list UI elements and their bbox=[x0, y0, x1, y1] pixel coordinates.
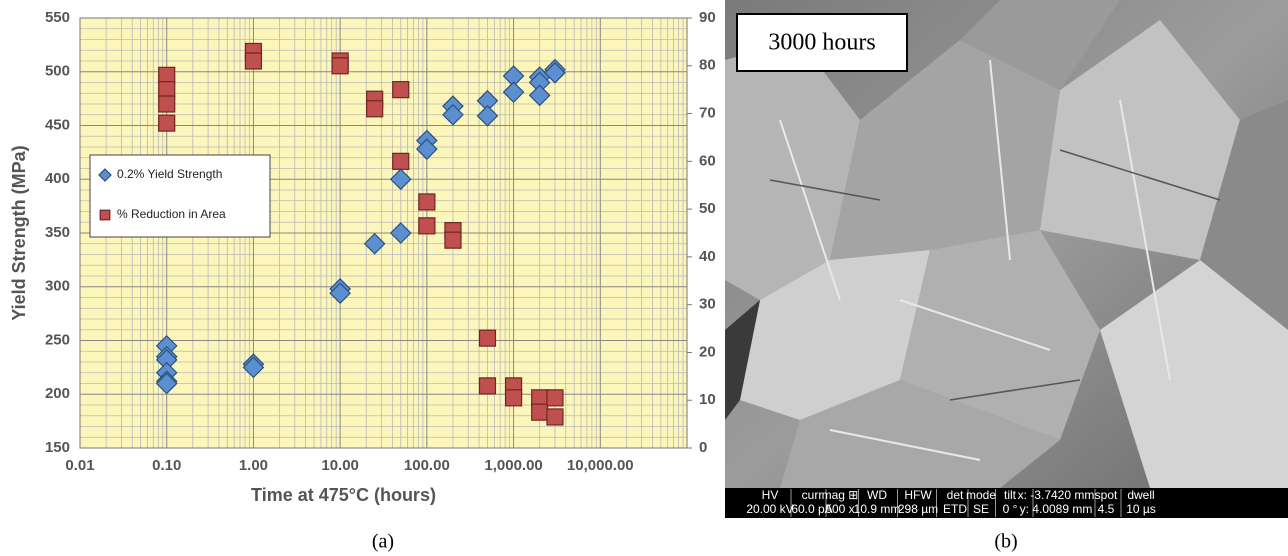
point bbox=[158, 66, 176, 84]
sem-image: 3000 hours bbox=[725, 0, 1288, 518]
info-value: 298 µm bbox=[898, 502, 938, 516]
caption: (a) bbox=[372, 531, 394, 553]
legend-marker bbox=[99, 209, 111, 221]
info-value: 4.5 bbox=[1098, 502, 1115, 516]
info-label: curr bbox=[802, 488, 823, 502]
info-label: det bbox=[947, 488, 964, 502]
y2-tick-label: 90 bbox=[699, 9, 716, 26]
x-axis-label: Time at 475°C (hours) bbox=[251, 485, 436, 505]
y2-tick-label: 40 bbox=[699, 248, 716, 265]
x-tick-label: 0.01 bbox=[65, 457, 94, 474]
point bbox=[502, 81, 525, 104]
point bbox=[476, 104, 499, 127]
info-label: tilt bbox=[1004, 488, 1017, 502]
point bbox=[478, 329, 497, 347]
y2-tick-label: 50 bbox=[699, 200, 716, 217]
point bbox=[331, 57, 349, 75]
point bbox=[392, 81, 410, 99]
point bbox=[158, 95, 176, 113]
point bbox=[158, 81, 176, 99]
point bbox=[416, 138, 438, 160]
x-tick-label: 10.00 bbox=[321, 457, 359, 474]
point bbox=[155, 372, 178, 395]
info-label: mag ⊞ bbox=[822, 488, 859, 502]
y2-tick-label: 0 bbox=[699, 439, 707, 456]
point bbox=[544, 61, 566, 84]
y2-tick-label: 10 bbox=[699, 391, 716, 408]
x-tick-label: 10,000.00 bbox=[567, 457, 634, 474]
point bbox=[418, 217, 436, 235]
y-tick-label: 200 bbox=[45, 385, 70, 402]
x-tick-label: 100.00 bbox=[404, 457, 450, 474]
point bbox=[531, 403, 549, 421]
y2-tick-label: 20 bbox=[699, 343, 716, 360]
point bbox=[158, 114, 176, 132]
point bbox=[244, 52, 263, 70]
image-label: 3000 hours bbox=[768, 30, 875, 56]
info-value: ETD bbox=[943, 502, 967, 516]
point bbox=[392, 152, 410, 170]
info-value: 0 ° bbox=[1003, 502, 1018, 516]
x-tick-label: 0.10 bbox=[152, 457, 181, 474]
point bbox=[242, 356, 265, 379]
point bbox=[444, 231, 462, 249]
y-tick-label: 450 bbox=[45, 116, 70, 133]
point bbox=[531, 389, 549, 407]
point bbox=[546, 408, 564, 426]
point bbox=[389, 168, 412, 191]
y-tick-label: 550 bbox=[45, 9, 70, 26]
info-label: HFW bbox=[904, 488, 932, 502]
info-label: mode bbox=[966, 488, 996, 502]
point bbox=[366, 100, 384, 118]
y-tick-label: 250 bbox=[45, 331, 70, 348]
y-axis-label: Yield Strength (MPa) bbox=[9, 145, 29, 320]
point bbox=[546, 389, 564, 407]
plot-frame bbox=[79, 17, 688, 449]
point bbox=[329, 282, 351, 305]
y2-tick-label: 30 bbox=[699, 296, 716, 313]
x-tick-label: 1,000.00 bbox=[484, 457, 542, 474]
info-value: 10 µs bbox=[1126, 502, 1156, 516]
chart: 0.01 0.10 1.00 10.00 100.00 1,000.00 10,000.00… bbox=[9, 9, 767, 505]
legend-box bbox=[89, 154, 271, 238]
info-label: WD bbox=[867, 488, 887, 502]
y-tick-label: 500 bbox=[45, 63, 70, 80]
info-value: 500 x bbox=[825, 502, 854, 516]
y2-tick-label: 60 bbox=[699, 152, 716, 169]
point bbox=[363, 232, 386, 255]
point bbox=[528, 84, 551, 107]
legend-label: 0.2% Yield Strength bbox=[117, 167, 222, 181]
info-label: x: -3.7420 mm bbox=[1018, 488, 1095, 502]
y2-tick-label: 70 bbox=[699, 105, 716, 122]
y-tick-label: 350 bbox=[45, 224, 70, 241]
point bbox=[442, 103, 464, 126]
info-value: y: 4.0089 mm bbox=[1020, 502, 1093, 516]
legend-marker bbox=[98, 168, 112, 182]
point bbox=[389, 222, 412, 244]
point bbox=[478, 377, 497, 395]
y-tick-label: 400 bbox=[45, 170, 70, 187]
point bbox=[504, 389, 523, 407]
legend-label: % Reduction in Area bbox=[117, 207, 226, 221]
y-tick-label: 300 bbox=[45, 278, 70, 295]
caption: (b) bbox=[994, 531, 1017, 553]
y-tick-label: 150 bbox=[45, 439, 70, 456]
info-value: 20.00 kV bbox=[746, 502, 793, 516]
info-label: dwell bbox=[1127, 488, 1154, 502]
info-value: 10.9 mm bbox=[854, 502, 901, 516]
info-value: 60.0 pA bbox=[791, 502, 832, 516]
point bbox=[418, 193, 436, 211]
y2-tick-label: 80 bbox=[699, 57, 716, 74]
x-tick-label: 1.00 bbox=[239, 457, 268, 474]
info-value: SE bbox=[973, 502, 989, 516]
info-label: spot bbox=[1095, 488, 1118, 502]
info-label: HV bbox=[762, 488, 779, 502]
